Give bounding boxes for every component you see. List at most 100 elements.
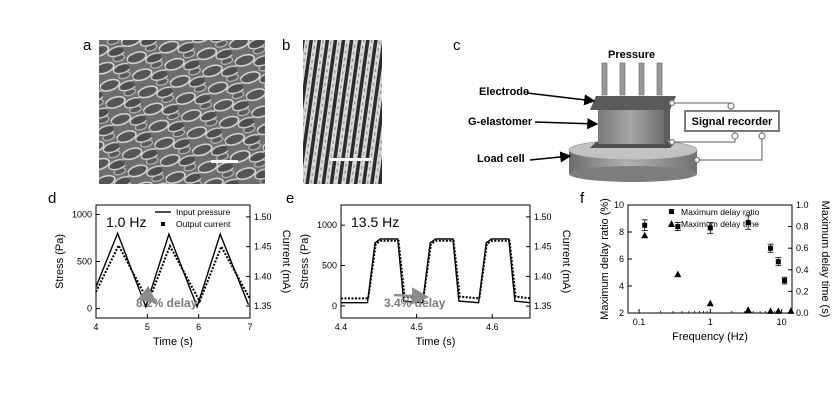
y-tick-label-e: 1000 [317,220,337,230]
y-tick-label-d: 500 [77,257,92,267]
sem-image-a [99,40,265,184]
scale-bar-a [211,160,238,163]
x-tick-label-e: 4.5 [410,322,423,332]
legend-swatch-d [161,222,165,226]
frequency-annotation-d: 1.0 Hz [106,214,146,230]
legend-swatch-f [668,220,675,227]
x-tick-label-d: 5 [145,322,150,332]
series-line-d-output-current [95,243,251,305]
y-tick-label-f: 10 [614,200,624,210]
y-axis-label-f: Maximum delay ratio (%) [599,198,611,320]
delay-annotation-e: 3.4% delay [384,296,446,310]
legend-label-f: Maximum delay ratio [681,207,760,217]
y-tick-label-d: 1000 [72,209,92,219]
series-line-e-output-current [341,239,531,300]
panel-letter-c: c [453,37,461,54]
delay-arrow-d [137,285,157,304]
delay-time-point [706,299,714,307]
delay-time-point [641,231,649,239]
y-tick-label-f: 6 [619,254,624,264]
y-tick-label-f: 8 [619,227,624,237]
y-axis-label-e: Stress (Pa) [299,234,311,289]
series-line-d-input-pressure [95,231,250,309]
y-tick-label-f: 4 [619,281,624,291]
delay-time-point [674,270,682,278]
y2-tick-label-d: 1.40 [254,271,272,281]
scale-bar-b [330,158,372,161]
setup-schematic-c: Pressure Electrode G-elastomer Load cell [468,49,780,182]
plot-frame-e [340,204,531,319]
y2-tick-label-d: 1.35 [254,301,272,311]
panel-letter-d: d [48,190,57,207]
delay-time-point [744,306,752,313]
wires [668,99,766,164]
delay-ratio-point [782,278,788,284]
delay-annotation-d: 8.2% delay [136,296,198,310]
delay-time-point [787,307,795,314]
y2-tick-label-e: 1.35 [534,301,552,311]
y2-tick-label-f: 0.2 [796,286,809,296]
x-axis-label-e: Time (s) [416,336,456,348]
x-tick-label-e: 4.4 [335,322,348,332]
pressure-label: Pressure [608,49,655,61]
legend-swatch-f [669,209,674,214]
y-tick-label-f: 2 [619,308,624,318]
panel-letter-b: b [282,37,291,54]
g-elastomer-block [598,104,670,144]
load-cell [568,139,698,182]
y-tick-label-d: 0 [87,304,92,314]
y2-tick-label-f: 0.8 [796,222,809,232]
series-line-e-input-pressure [341,238,531,304]
y2-tick-label-f: 0.6 [796,243,809,253]
delay-ratio-point [768,245,774,251]
x-tick-label-f: 10 [777,317,787,327]
delay-arrow-e [393,287,430,305]
load-cell-label: Load cell [477,153,525,165]
panel-letter-a: a [83,37,92,54]
x-axis-label-d: Time (s) [153,336,193,348]
panel-letter-f: f [580,190,585,207]
y2-axis-label-f: Maximum delay time (s) [819,201,831,318]
chart-d-1hz: 4 5 6 7 0 500 1000 1.35 1.40 1.45 1.50 Time (s) Stre… [54,204,292,348]
delay-ratio-point [745,220,751,226]
delay-ratio-point [675,224,681,230]
tem-image-b [303,40,382,184]
y-tick-label-e: 0 [332,301,337,311]
y2-tick-label-e: 1.50 [534,212,552,222]
g-elastomer-label: G-elastomer [468,116,533,128]
y2-tick-label-e: 1.45 [534,242,552,252]
x-axis-label-f: Frequency (Hz) [672,331,748,343]
x-tick-label-d: 7 [247,322,252,332]
y-axis-label-d: Stress (Pa) [54,234,66,289]
top-electrode [590,96,676,110]
x-tick-label-d: 6 [196,322,201,332]
delay-time-point [774,307,782,314]
y2-tick-label-f: 0.4 [796,265,809,275]
delay-ratio-point [775,259,781,265]
delay-ratio-point [642,222,648,228]
legend-label-f: Maximum delay time [681,219,759,229]
chart-e-13-5hz: 4.4 4.5 4.6 0 500 1000 1.35 1.40 1.45 1.50 Time (s… [299,204,572,348]
panel-letter-e: e [286,190,295,207]
delay-time-point [767,307,775,314]
legend-label-d: Output current [176,219,231,229]
signal-recorder-label: Signal recorder [692,116,773,128]
delay-ratio-point [707,225,713,231]
legend-label-d: Input pressure [176,207,231,217]
y2-tick-label-d: 1.50 [254,212,272,222]
electrode-label: Electrode [479,86,529,98]
chart-f-frequency: 0.1 1 10 2 4 6 8 10 0.0 0.2 0.4 0.6 0.8 1.0 Frequency … [599,198,831,343]
x-tick-label-f: 1 [708,317,713,327]
signal-recorder: Signal recorder [684,110,780,132]
x-tick-label-d: 4 [93,322,98,332]
x-tick-label-e: 4.6 [486,322,499,332]
x-tick-label-f: 0.1 [633,317,646,327]
y2-tick-label-d: 1.45 [254,242,272,252]
frequency-annotation-e: 13.5 Hz [351,214,399,230]
y2-tick-label-f: 0.0 [796,308,809,318]
y2-tick-label-f: 1.0 [796,200,809,210]
pressure-rods [601,62,663,96]
y-tick-label-e: 500 [322,261,337,271]
y2-axis-label-d: Current (mA) [280,230,292,294]
y2-axis-label-e: Current (mA) [560,230,572,294]
